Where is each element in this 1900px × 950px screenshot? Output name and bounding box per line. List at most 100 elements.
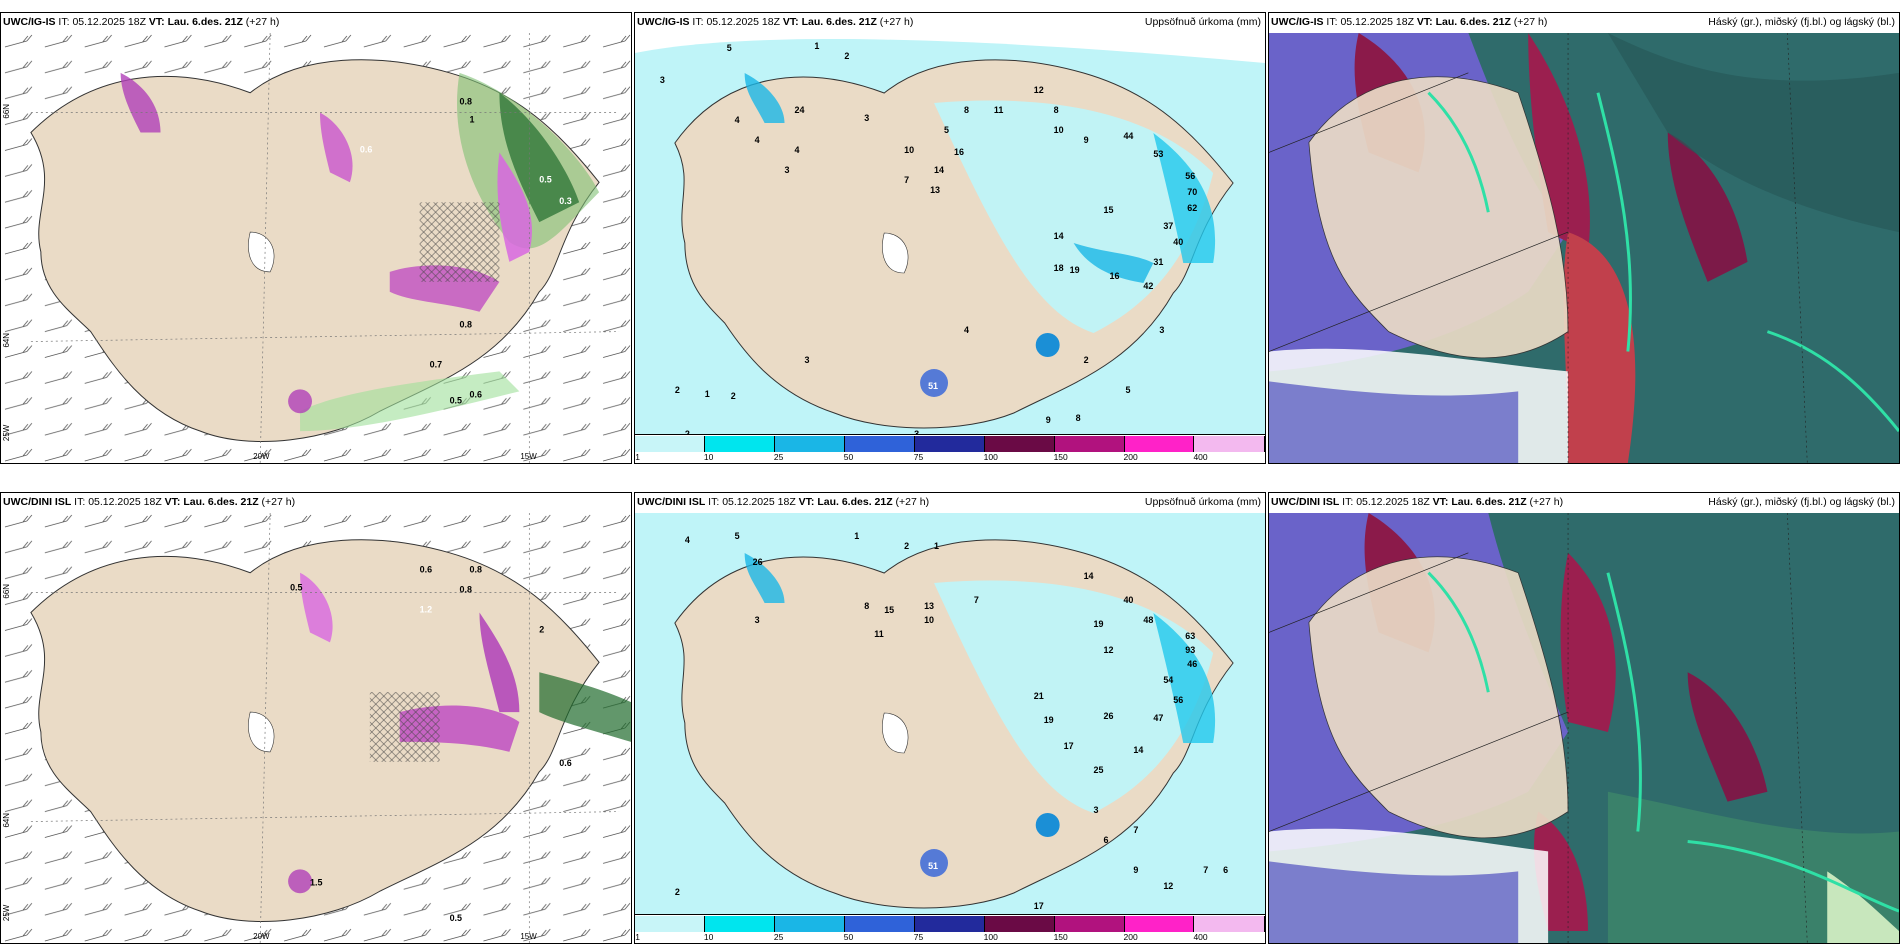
wind-precip-map: 0.5 0.6 0.8 0.7 0.3 0.5 0.6 0.8 1 66N 64… [1,33,631,463]
precip-label: 3 [864,113,869,123]
precip-label: 40 [1173,237,1183,247]
legend-swatch [914,436,985,452]
precip-label: 1 [470,115,475,125]
legend-tick: 1 [635,932,640,942]
precip-label: 0.5 [290,583,302,593]
precip-label: 5 [944,125,949,135]
precip-label: 10 [924,615,934,625]
legend-tick: 200 [1123,452,1138,462]
precip-label: 10 [1054,125,1064,135]
precip-label: 31 [1153,257,1163,267]
precip-label: 93 [1185,645,1195,655]
legend-tick: 1 [635,452,640,462]
precip-label: 24 [794,105,804,115]
precip-label: 1 [705,389,710,399]
legend-swatch [984,436,1055,452]
panel-title: UWC/DINI ISL IT: 05.12.2025 18Z VT: Lau.… [3,496,296,508]
precip-label: 7 [904,175,909,185]
legend-swatch [1194,916,1265,932]
legend-swatch [844,436,915,452]
precip-color-legend: 1 10 25 50 75 100 150 200 400 [635,434,1265,463]
precip-label: 5 [727,43,732,53]
precip-label: 48 [1143,615,1153,625]
precip-label: 2 [685,429,690,437]
precip-label: 7 [1203,865,1208,875]
precip-label: 0.6 [470,389,482,399]
cloud-map [1269,513,1899,943]
panel-title: UWC/DINI ISL IT: 05.12.2025 18Z VT: Lau.… [637,496,930,508]
precip-label: 19 [1094,619,1104,629]
precip-label: 25 [1094,765,1104,775]
legend-swatch [844,916,915,932]
panel-title: UWC/IG-IS IT: 05.12.2025 18Z VT: Lau. 6.… [1271,16,1548,28]
precip-label: 1.5 [310,877,322,887]
legend-tick: 75 [913,452,924,462]
precip-label: 11 [994,105,1003,115]
precip-label: 3 [804,355,809,365]
precip-label: 14 [934,165,944,175]
precip-label: 12 [1163,881,1173,891]
legend-swatch [1194,436,1265,452]
legend-tick: 50 [843,452,854,462]
precip-label: 3 [755,615,760,625]
precip-label: 6 [1104,835,1109,845]
precip-label: 1 [814,41,819,51]
precip-label: 7 [1133,825,1138,835]
map-panel-igis-precip: UWC/IG-IS IT: 05.12.2025 18Z VT: Lau. 6.… [634,12,1266,464]
panel-subtitle: Háský (gr.), miðský (fj.bl.) og lágský (… [1708,496,1895,508]
lon-label: 15W [520,452,537,461]
legend-tick: 150 [1053,932,1068,942]
precip-label: 17 [1064,741,1074,751]
legend-swatch [984,916,1055,932]
legend-swatch [704,916,775,932]
legend-tick: 200 [1123,932,1138,942]
precip-label: 19 [1044,715,1054,725]
lat-label: 64N [2,333,11,348]
precip-map: 4 5 1 26 3 2 1 8 15 13 10 7 11 14 19 12 … [635,513,1265,917]
legend-tick: 25 [773,932,784,942]
legend-tick: 50 [843,932,854,942]
precip-label: 2 [1084,355,1089,365]
precip-label: 4 [685,535,690,545]
legend-swatch [635,916,705,932]
precip-label: 44 [1123,131,1133,141]
precip-label: 0.8 [460,320,472,330]
map-panel-dini-wind: UWC/DINI ISL IT: 05.12.2025 18Z VT: Lau.… [0,492,632,944]
precip-label: 26 [1104,711,1114,721]
precip-label: 4 [735,115,740,125]
precip-label: 46 [1187,659,1197,669]
precip-label: 12 [1104,645,1114,655]
panel-title: UWC/IG-IS IT: 05.12.2025 18Z VT: Lau. 6.… [3,16,280,28]
precip-label: 19 [1070,265,1080,275]
panel-subtitle: Uppsöfnuð úrkoma (mm) [1144,496,1261,508]
precip-color-legend: 1 10 25 50 75 100 150 200 400 [635,914,1265,943]
precip-label: 14 [1054,231,1064,241]
precip-label: 2 [731,391,736,401]
precip-label: 0.8 [460,97,472,107]
precip-label: 4 [755,135,760,145]
precip-label: 0.5 [539,174,551,184]
precip-label: 62 [1187,203,1197,213]
precip-label: 1.2 [420,605,432,615]
precip-label: 63 [1185,631,1195,641]
precip-map: 3 5 1 2 4 4 3 4 24 3 10 7 5 8 14 13 11 1… [635,33,1265,437]
precip-label: 0.7 [430,359,442,369]
panel-title: UWC/IG-IS IT: 05.12.2025 18Z VT: Lau. 6.… [637,16,914,28]
precip-label: 10 [904,145,914,155]
precip-label: 8 [1076,413,1081,423]
precip-label: 54 [1163,675,1173,685]
precip-label: 3 [1159,325,1164,335]
precip-label: 8 [964,105,969,115]
precip-label: 2 [675,887,680,897]
precip-label: 26 [753,557,763,567]
precip-label: 0.8 [470,565,482,575]
legend-tick: 75 [913,932,924,942]
precip-label: 5 [1125,385,1130,395]
precip-label: 17 [1034,901,1044,911]
precip-label: 70 [1187,187,1197,197]
precip-label: 3 [914,429,919,437]
lat-label: 66N [2,104,11,119]
precip-label: 21 [1034,691,1044,701]
precip-label: 9 [1046,415,1051,425]
map-panel-dini-precip: UWC/DINI ISL IT: 05.12.2025 18Z VT: Lau.… [634,492,1266,944]
